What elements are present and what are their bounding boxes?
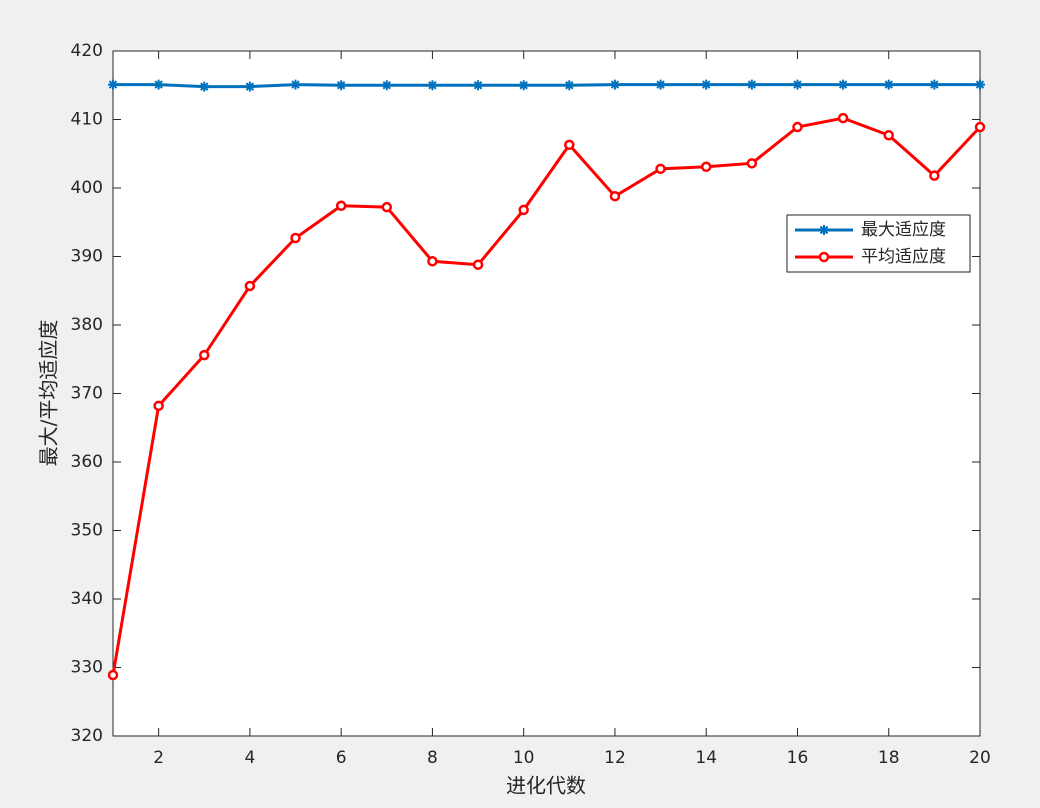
marker — [564, 139, 575, 151]
marker — [883, 130, 894, 141]
marker — [883, 79, 894, 90]
x-tick-label: 18 — [878, 748, 900, 768]
y-tick-label: 330 — [71, 658, 103, 678]
y-tick-label: 380 — [71, 315, 103, 335]
y-tick-label: 360 — [71, 452, 103, 472]
marker — [199, 349, 210, 361]
marker — [792, 79, 803, 90]
marker — [473, 80, 484, 91]
y-tick-label: 400 — [71, 178, 103, 198]
marker — [199, 81, 210, 92]
legend-label: 最大适应度 — [861, 220, 946, 240]
y-axis-label: 最大/平均适应度 — [37, 320, 61, 467]
marker — [472, 259, 484, 270]
marker — [564, 80, 575, 91]
marker — [427, 80, 438, 91]
marker — [381, 80, 392, 91]
series-line — [113, 83, 980, 89]
y-tick-label: 420 — [71, 41, 103, 61]
x-tick-label: 8 — [427, 748, 438, 768]
marker — [975, 79, 985, 90]
marker — [427, 256, 438, 267]
legend-label: 平均适应度 — [861, 247, 946, 267]
x-tick-label: 16 — [787, 748, 809, 768]
marker — [381, 201, 393, 213]
marker — [609, 190, 621, 202]
plot-area — [113, 51, 980, 736]
marker — [701, 79, 712, 90]
y-tick-label: 340 — [71, 589, 103, 609]
legend-box — [786, 214, 971, 273]
legend-marker — [818, 251, 830, 263]
marker — [929, 170, 940, 181]
marker — [974, 121, 986, 133]
marker — [655, 163, 666, 175]
x-tick-label: 4 — [244, 748, 255, 768]
x-tick-label: 10 — [513, 748, 535, 768]
y-tick-label: 350 — [71, 521, 103, 541]
marker — [244, 280, 256, 292]
marker — [929, 79, 940, 90]
y-tick-label: 410 — [71, 110, 103, 130]
series-line — [111, 116, 982, 676]
marker — [746, 158, 758, 169]
marker — [838, 79, 849, 90]
x-tick-label: 20 — [969, 748, 991, 768]
x-axis-label: 进化代数 — [506, 774, 586, 798]
marker — [518, 80, 529, 91]
y-tick-label: 390 — [71, 247, 103, 267]
x-tick-label: 12 — [604, 748, 626, 768]
marker — [336, 80, 347, 91]
marker — [153, 400, 164, 412]
marker — [153, 79, 164, 90]
x-tick-label: 2 — [153, 748, 164, 768]
marker — [290, 232, 301, 244]
x-tick-label: 6 — [336, 748, 347, 768]
marker — [746, 79, 757, 90]
marker — [335, 200, 347, 212]
marker — [244, 81, 255, 92]
y-tick-label: 320 — [71, 726, 103, 746]
marker — [518, 204, 529, 216]
marker — [655, 79, 666, 90]
marker — [609, 79, 620, 90]
marker — [107, 669, 119, 681]
x-tick-label: 14 — [695, 748, 717, 768]
y-tick-label: 370 — [71, 384, 103, 404]
marker — [837, 112, 849, 124]
axes-box — [112, 50, 981, 737]
marker — [108, 79, 118, 90]
marker — [792, 121, 803, 133]
marker — [290, 79, 301, 90]
marker — [700, 161, 712, 173]
legend-marker — [819, 225, 829, 235]
